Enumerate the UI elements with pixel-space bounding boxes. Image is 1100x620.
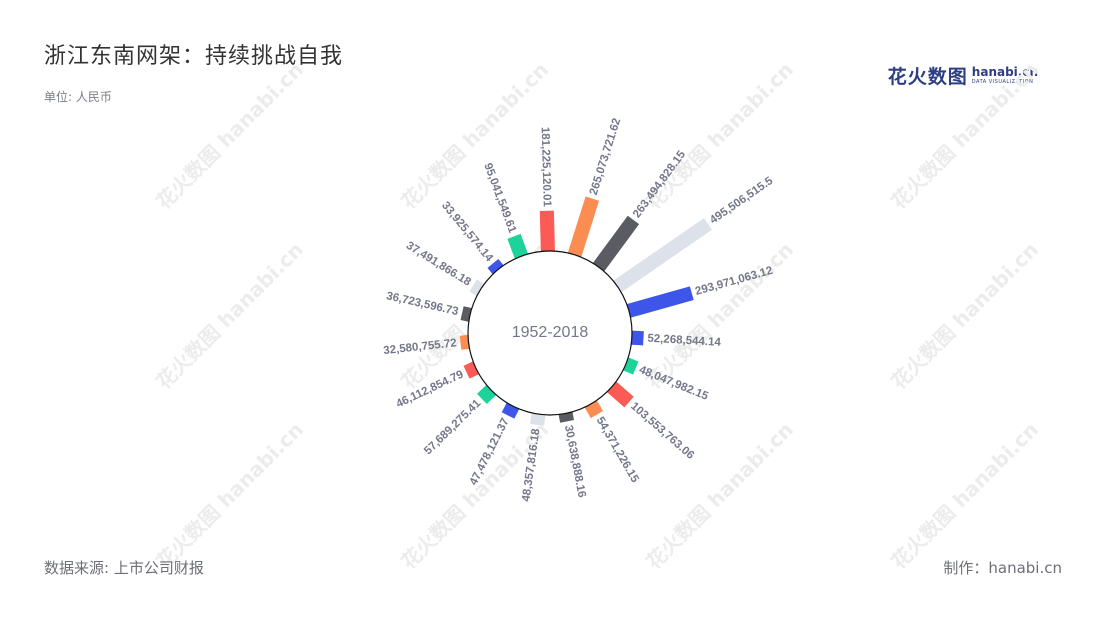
chart-bar xyxy=(593,215,640,272)
chart-bar xyxy=(477,385,497,405)
chart-bar-label: 57,689,275.41 xyxy=(422,397,484,457)
brand-name-en: hanabi.cn xyxy=(971,65,1038,79)
center-label: 1952-2018 xyxy=(512,324,589,341)
brand-logo: 花火数图 hanabi.cn DATA VISUALIZATION xyxy=(888,62,1038,89)
chart-bar-label: 265,073,721.62 xyxy=(588,117,623,197)
chart-bar-label: 30,638,888.16 xyxy=(562,424,588,498)
chart-bar-label: 103,553,763.06 xyxy=(628,400,696,462)
chart-bar-label: 52,268,544.14 xyxy=(647,333,722,349)
chart-bar-label: 33,925,574.14 xyxy=(439,200,495,265)
chart-bar xyxy=(530,413,546,426)
chart-bar-label: 48,357,816.18 xyxy=(520,427,542,502)
chart-bar-label: 48,047,982.15 xyxy=(637,364,710,403)
chart-bar xyxy=(613,218,712,293)
data-source: 数据来源: 上市公司财报 xyxy=(44,559,204,577)
chart-bar xyxy=(631,330,644,346)
brand-name-cn: 花火数图 xyxy=(887,66,968,88)
chart-bar-label: 495,506,515.5 xyxy=(708,175,776,227)
chart-bar xyxy=(507,233,528,259)
chart-bar-label: 46,112,854.79 xyxy=(394,368,465,410)
chart-bar-label: 37,491,866.18 xyxy=(404,240,473,289)
chart-bar xyxy=(567,196,600,257)
chart-bar xyxy=(487,258,504,275)
center-circle xyxy=(467,250,633,416)
chart-bar xyxy=(558,412,575,423)
chart-bar-label: 263,494,828.15 xyxy=(631,148,688,220)
chart-bar xyxy=(501,402,520,419)
chart-bar xyxy=(459,334,470,350)
unit-label: 单位: 人民币 xyxy=(44,90,112,104)
maker-credit: 制作：hanabi.cn xyxy=(943,559,1062,577)
chart-bar xyxy=(584,400,603,419)
chart-bar xyxy=(463,361,479,379)
chart-bar xyxy=(627,286,694,318)
page-title: 浙江东南网架：持续挑战自我 xyxy=(44,44,344,69)
chart-bar xyxy=(607,381,634,408)
chart-bar xyxy=(539,210,555,252)
chart-bar-label: 54,371,226.15 xyxy=(594,415,641,485)
brand-tagline: DATA VISUALIZATION xyxy=(971,79,1034,85)
chart-bar-label: 36,723,596.73 xyxy=(385,290,459,318)
chart-bar-label: 95,041,549.61 xyxy=(481,162,518,236)
chart-bar-label: 32,580,755.72 xyxy=(383,337,457,357)
brand-english: hanabi.cn DATA VISUALIZATION xyxy=(971,65,1038,86)
chart-bar-label: 47,478,121.37 xyxy=(468,416,512,487)
chart-bar-label: 181,225,120.01 xyxy=(539,127,553,208)
chart-bar xyxy=(469,279,484,296)
chart-bar-label: 293,971,063.12 xyxy=(694,265,774,298)
